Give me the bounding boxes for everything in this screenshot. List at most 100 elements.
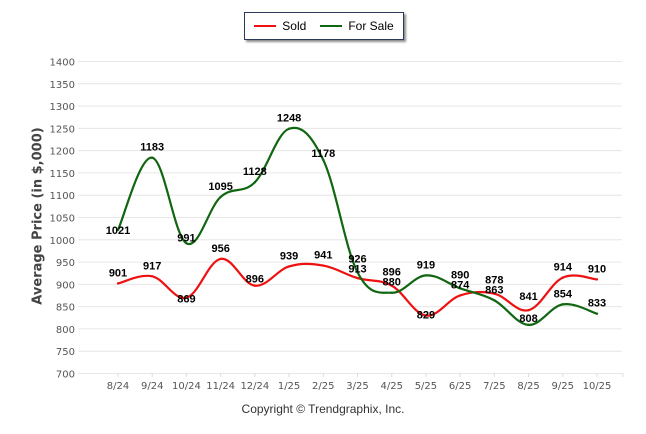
data-point-for-sale [561,303,564,306]
data-point-sold [527,308,530,312]
y-tick-label: 900 [56,280,75,291]
x-tick-label: 2/25 [312,381,334,392]
x-tick-label: 8/25 [517,381,539,392]
data-label-for-sale: 1178 [311,148,335,160]
x-tick-label: 3/25 [346,381,368,392]
x-tick-label: 1/25 [278,381,300,392]
y-axis-label: Average Price (in $,000) [30,127,46,305]
y-tick-label: 1350 [50,80,75,91]
data-point-sold [219,257,222,261]
legend-swatch-sold [254,25,277,27]
data-label-sold: 869 [177,294,195,306]
data-point-sold [561,276,564,279]
data-label-for-sale: 991 [177,232,195,244]
data-label-for-sale: 833 [588,298,606,310]
x-tick-label: 12/24 [240,381,269,392]
data-point-for-sale [219,195,222,199]
data-point-for-sale [424,274,428,277]
data-point-for-sale [356,271,359,274]
y-tick-label: 1300 [50,102,75,113]
data-point-for-sale [527,323,530,327]
data-label-sold: 939 [280,250,298,262]
data-point-sold [493,292,496,295]
data-label-for-sale: 1095 [208,181,232,193]
legend-label-for-sale: For Sale [348,19,394,33]
legend-item-for-sale[interactable]: For Sale [320,19,394,33]
data-label-for-sale: 926 [348,253,366,265]
x-tick-label: 10/24 [172,381,201,392]
data-point-for-sale [116,228,120,232]
x-tick-label: 8/24 [107,381,129,392]
data-label-for-sale: 1248 [277,113,301,125]
data-label-sold: 896 [246,274,264,286]
data-point-for-sale [151,156,154,159]
gridlines [78,61,622,374]
legend-label-sold: Sold [282,19,307,33]
data-label-sold: 874 [451,279,470,291]
legend-item-sold[interactable]: Sold [254,19,306,33]
x-tick-label: 5/25 [415,381,437,392]
data-label-sold: 901 [109,267,127,279]
data-label-for-sale: 854 [554,288,573,300]
data-point-for-sale [595,312,599,315]
x-tick-label: 10/25 [583,381,612,392]
y-tick-label: 1000 [50,236,75,247]
data-label-sold: 941 [314,250,332,262]
x-tick-label: 9/24 [141,381,163,392]
data-label-sold: 910 [588,263,606,275]
data-point-sold [356,276,359,280]
x-tick-label: 7/25 [483,381,505,392]
data-label-for-sale: 1128 [243,166,267,178]
x-tick-label: 9/25 [552,381,574,392]
y-tick-label: 750 [56,347,75,358]
data-point-sold [253,284,257,287]
legend-swatch-for-sale [320,25,343,27]
data-label-sold: 841 [519,291,537,303]
data-label-sold: 878 [485,275,503,287]
x-axis-ticks: 8/24 9/24 10/24 11/24 12/24 1/25 2/25 3/25 4/25 5… [107,373,624,392]
data-point-for-sale [322,158,325,162]
data-point-sold [595,278,599,281]
data-label-sold: 829 [417,310,435,322]
data-point-for-sale [390,291,393,294]
y-tick-label: 1150 [50,169,75,180]
data-label-sold: 917 [143,260,161,272]
y-tick-label: 950 [56,258,75,269]
data-label-sold: 956 [211,243,229,255]
y-tick-label: 800 [56,325,75,336]
data-point-sold [185,296,188,299]
y-tick-label: 700 [56,370,75,381]
copyright-footer: Copyright © Trendgraphix, Inc. [241,402,405,416]
data-label-sold: 914 [554,262,573,274]
data-label-for-sale: 808 [519,313,537,325]
data-point-sold [390,284,393,287]
data-point-for-sale [185,242,188,245]
data-point-for-sale [287,127,291,130]
series-lines [116,126,599,327]
data-label-sold: 896 [383,267,401,279]
data-label-sold: 913 [348,263,366,275]
data-label-for-sale: 880 [383,277,401,289]
data-point-for-sale [458,287,462,290]
data-point-for-sale [493,299,496,302]
data-point-sold [322,264,325,267]
y-axis-ticks: 700 750 800 850 900 950 1000 1050 1100 1150 1200 12… [50,58,75,381]
y-tick-label: 850 [56,303,75,314]
y-tick-label: 1100 [50,191,75,202]
data-label-for-sale: 1183 [140,142,164,154]
data-point-for-sale [253,181,257,184]
data-point-sold [424,314,428,317]
y-tick-label: 1400 [50,58,75,69]
data-point-sold [151,275,154,278]
legend: Sold For Sale [244,12,404,40]
data-label-for-sale: 890 [451,269,469,281]
data-point-sold [116,282,120,285]
y-tick-label: 1050 [50,214,75,225]
data-label-for-sale: 863 [485,285,503,297]
x-tick-label: 11/24 [206,381,235,392]
data-label-for-sale: 919 [417,259,435,271]
data-labels: 901 917 869 956 896 939 941 913 896 829 874 878 841 9… [106,113,606,325]
data-label-for-sale: 1021 [106,225,130,237]
x-tick-label: 6/25 [449,381,471,392]
